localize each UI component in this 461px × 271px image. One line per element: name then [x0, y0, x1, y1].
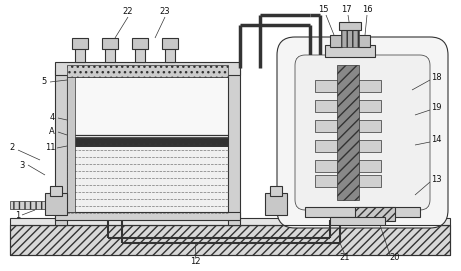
Bar: [265, 193, 287, 215]
Text: 4: 4: [49, 114, 54, 122]
Text: 13: 13: [431, 176, 441, 185]
Text: 17: 17: [341, 5, 351, 15]
FancyBboxPatch shape: [295, 55, 430, 210]
Bar: [359, 175, 381, 187]
Bar: [72, 38, 88, 49]
Bar: [67, 77, 75, 212]
Text: 3: 3: [19, 160, 25, 169]
Bar: [10, 201, 62, 209]
Bar: [162, 38, 178, 49]
Bar: [325, 45, 375, 57]
Bar: [165, 48, 175, 62]
Bar: [315, 80, 337, 92]
Text: 22: 22: [123, 8, 133, 17]
Bar: [355, 207, 395, 221]
Text: 18: 18: [431, 73, 441, 82]
Bar: [135, 48, 145, 62]
Bar: [337, 65, 359, 200]
Bar: [55, 70, 67, 225]
Text: 21: 21: [340, 253, 350, 263]
Text: 14: 14: [431, 136, 441, 144]
Bar: [315, 100, 337, 112]
Bar: [339, 22, 361, 30]
Bar: [358, 35, 370, 47]
Bar: [45, 193, 67, 215]
Bar: [315, 160, 337, 172]
Text: 12: 12: [190, 257, 200, 266]
Bar: [359, 120, 381, 132]
Bar: [359, 100, 381, 112]
Bar: [50, 186, 62, 196]
Bar: [359, 140, 381, 152]
Bar: [315, 140, 337, 152]
Bar: [359, 80, 381, 92]
Bar: [132, 38, 148, 49]
Bar: [55, 212, 240, 220]
Text: A: A: [49, 127, 55, 137]
Bar: [341, 28, 359, 47]
Bar: [55, 62, 240, 75]
Bar: [10, 218, 450, 225]
Bar: [228, 70, 240, 225]
Text: 1: 1: [15, 211, 21, 220]
Bar: [305, 207, 420, 217]
Text: 11: 11: [45, 144, 55, 153]
Bar: [67, 65, 228, 77]
Bar: [315, 120, 337, 132]
Bar: [330, 35, 342, 47]
Bar: [10, 225, 450, 255]
Text: 15: 15: [318, 5, 328, 15]
Bar: [330, 217, 385, 225]
Bar: [270, 186, 282, 196]
Text: 16: 16: [362, 5, 372, 15]
Text: 19: 19: [431, 104, 441, 112]
Bar: [75, 48, 85, 62]
Text: 2: 2: [9, 144, 15, 153]
FancyBboxPatch shape: [277, 37, 448, 228]
Bar: [102, 38, 118, 49]
Bar: [315, 175, 337, 187]
Bar: [67, 77, 228, 142]
Text: 23: 23: [160, 8, 170, 17]
Bar: [67, 146, 228, 214]
Bar: [105, 48, 115, 62]
Text: 5: 5: [41, 78, 47, 86]
Bar: [67, 138, 228, 146]
Text: 20: 20: [390, 253, 400, 263]
Bar: [359, 160, 381, 172]
